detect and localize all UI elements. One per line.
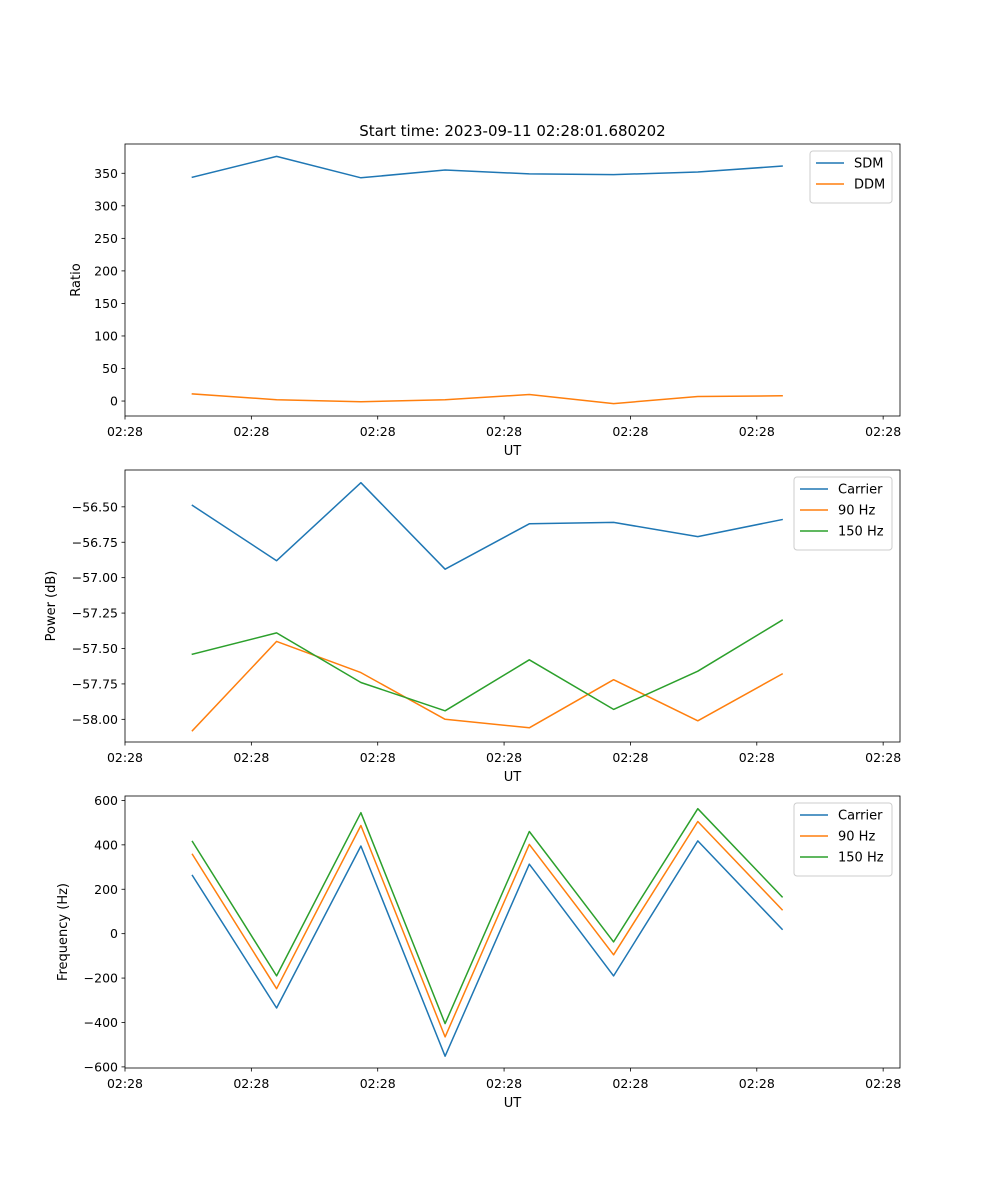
x-tick-label: 02:28 — [739, 424, 775, 439]
series-group — [191, 155, 783, 405]
x-axis-label: UT — [504, 770, 522, 785]
series-line-ddm — [191, 393, 783, 405]
x-axis-label: UT — [504, 444, 522, 459]
x-tick-label: 02:28 — [612, 750, 648, 765]
axes-frame — [124, 143, 901, 417]
x-tick-label: 02:28 — [612, 424, 648, 439]
legend-label: Carrier — [838, 809, 883, 824]
subplot-1: 02:28 02:28 02:28 02:28 02:28 02:28 02:28 0 50 10… — [69, 122, 901, 459]
x-tick-label: 02:28 — [107, 1076, 143, 1091]
legend-label: Carrier — [838, 483, 883, 498]
x-tick-label: 02:28 — [360, 424, 396, 439]
x-tick-label: 02:28 — [360, 1076, 396, 1091]
y-tick-label: 250 — [94, 231, 118, 246]
y-tick-label: 300 — [94, 198, 118, 213]
axes-frame — [124, 469, 901, 743]
x-tick-label: 02:28 — [107, 424, 143, 439]
series-line-carrier — [191, 481, 783, 570]
x-tick-label: 02:28 — [865, 1076, 901, 1091]
y-tick-label: 200 — [94, 882, 118, 897]
x-tick-label: 02:28 — [360, 750, 396, 765]
legend-label: DDM — [854, 178, 885, 193]
x-tick-label: 02:28 — [486, 1076, 522, 1091]
x-axis-label: UT — [504, 1096, 522, 1111]
x-tick-label: 02:28 — [233, 1076, 269, 1091]
x-tick-label: 02:28 — [865, 750, 901, 765]
legend-label: SDM — [854, 157, 883, 172]
x-tick-label: 02:28 — [486, 424, 522, 439]
series-line-90-hz — [191, 640, 784, 732]
y-tick-label: −56.75 — [72, 535, 118, 550]
legend-box — [809, 150, 893, 204]
y-axis-label: Power (dB) — [44, 571, 59, 642]
y-tick-label: −56.50 — [72, 499, 118, 514]
y-tick-label: −58.00 — [72, 712, 118, 727]
y-tick-label: 50 — [102, 361, 118, 376]
y-tick-label: 100 — [94, 328, 118, 343]
x-tick-label: 02:28 — [865, 424, 901, 439]
y-tick-label: 0 — [110, 926, 118, 941]
series-line-carrier — [191, 840, 784, 1057]
y-tick-label: −57.75 — [72, 676, 118, 691]
y-tick-label: 600 — [94, 793, 118, 808]
y-tick-label: 0 — [110, 394, 118, 409]
y-tick-label: −57.50 — [72, 641, 118, 656]
y-tick-label: 200 — [94, 263, 118, 278]
series-line-150-hz — [191, 807, 784, 1025]
y-tick-label: −400 — [84, 1015, 118, 1030]
legend-label: 150 Hz — [838, 525, 884, 540]
series-line-sdm — [191, 155, 783, 179]
y-tick-label: −600 — [84, 1059, 118, 1074]
y-tick-label: 350 — [94, 166, 118, 181]
y-tick-label: 150 — [94, 296, 118, 311]
y-tick-label: −57.25 — [72, 606, 118, 621]
series-line-150-hz — [191, 619, 784, 712]
legend-label: 150 Hz — [838, 851, 884, 866]
y-axis-label: Ratio — [69, 263, 84, 296]
series-group — [191, 807, 784, 1057]
legend-label: 90 Hz — [838, 504, 875, 519]
subplot-3: 02:28 02:28 02:28 02:28 02:28 02:28 02:28 −600 −… — [56, 793, 901, 1111]
x-tick-label: 02:28 — [107, 750, 143, 765]
x-tick-label: 02:28 — [739, 1076, 775, 1091]
y-axis-label: Frequency (Hz) — [56, 883, 71, 981]
chart-title: Start time: 2023-09-11 02:28:01.680202 — [359, 122, 665, 140]
x-tick-label: 02:28 — [233, 424, 269, 439]
legend: Carrier 90 Hz 150 Hz — [793, 476, 893, 551]
y-tick-label: −200 — [84, 971, 118, 986]
series-group — [191, 481, 784, 732]
y-tick-label: −57.00 — [72, 570, 118, 585]
series-line-90-hz — [191, 820, 784, 1038]
legend: SDM DDM — [809, 150, 893, 204]
legend-label: 90 Hz — [838, 830, 875, 845]
legend: Carrier 90 Hz 150 Hz — [793, 802, 893, 877]
axes-frame — [124, 795, 901, 1069]
subplot-2: 02:28 02:28 02:28 02:28 02:28 02:28 02:28 −58.0… — [44, 469, 901, 785]
x-tick-label: 02:28 — [612, 1076, 648, 1091]
y-tick-label: 400 — [94, 837, 118, 852]
x-tick-label: 02:28 — [486, 750, 522, 765]
x-tick-label: 02:28 — [233, 750, 269, 765]
x-tick-label: 02:28 — [739, 750, 775, 765]
